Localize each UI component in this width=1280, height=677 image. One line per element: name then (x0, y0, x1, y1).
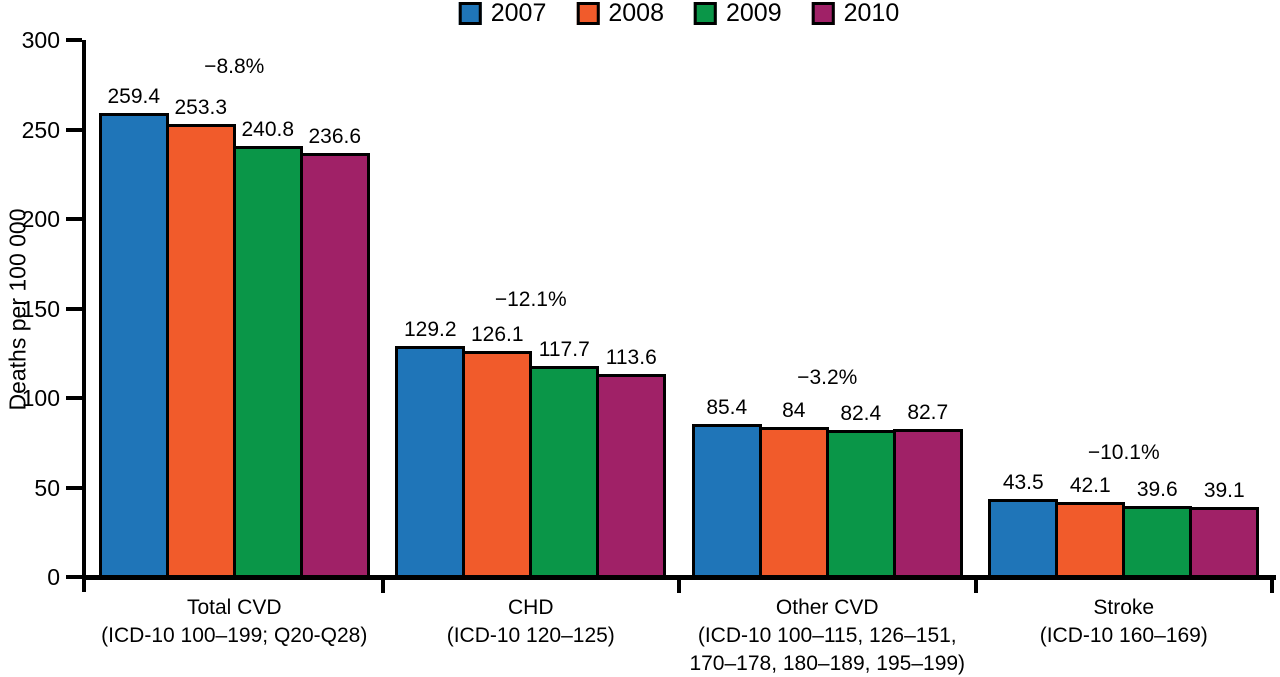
x-axis-line (82, 575, 1276, 580)
bar-2007-total-cvd (98, 112, 169, 580)
legend-label: 2007 (490, 0, 547, 27)
bar-value-label: 39.6 (1136, 478, 1178, 502)
y-tick (66, 396, 82, 400)
y-tick (66, 575, 82, 579)
y-tick (66, 38, 82, 42)
legend-item: 2010 (811, 0, 900, 27)
bar-2007-chd (395, 345, 466, 580)
bar-value-label: 117.7 (538, 338, 590, 362)
y-tick (66, 217, 82, 221)
legend-label: 2009 (726, 0, 782, 27)
y-tick (66, 127, 82, 132)
bar-2007-stroke (988, 499, 1059, 580)
y-axis-line (82, 40, 86, 592)
chart-legend: 2007 2008 2009 2010 (458, 0, 900, 27)
percent-change-label: −12.1% (494, 287, 567, 311)
legend-label: 2010 (843, 0, 900, 27)
bar-2009-total-cvd (232, 145, 303, 580)
bar-2008-other-cvd (758, 426, 829, 580)
y-tick-label: 250 (21, 116, 60, 143)
bar-value-label: 85.4 (706, 396, 748, 420)
category-label-other-cvd: Other CVD (ICD-10 100–115, 126–151, 170–17… (689, 594, 965, 677)
legend-label: 2008 (608, 0, 664, 27)
category-label-line: CHD (508, 596, 554, 619)
category-label-line: (ICD-10 120–125) (446, 624, 615, 647)
bar-2009-chd (529, 366, 600, 580)
x-tick (1270, 580, 1274, 593)
percent-change-label: −3.2% (797, 366, 858, 390)
legend-swatch-2009 (694, 2, 717, 25)
bar-2009-other-cvd (825, 429, 896, 580)
x-tick (973, 580, 978, 593)
bar-2008-chd (462, 351, 533, 580)
percent-change-label: −8.8% (204, 54, 265, 78)
legend-item: 2008 (576, 1, 664, 26)
category-label-line: Other CVD (775, 596, 879, 619)
bar-value-label: 126.1 (470, 323, 524, 347)
category-label-line: (ICD-10 100–199; Q20-Q28) (101, 624, 368, 647)
bar-value-label: 39.1 (1203, 479, 1245, 502)
y-tick-label: 50 (34, 474, 60, 501)
category-label-line: 170–178, 180–189, 195–199) (689, 652, 966, 675)
legend-item: 2009 (694, 1, 782, 26)
bar-value-label: 113.6 (605, 345, 657, 369)
category-label-chd: CHD (ICD-10 120–125) (447, 594, 615, 650)
category-label-line: Total CVD (186, 596, 282, 619)
y-tick-label: 300 (21, 27, 60, 53)
bar-2008-stroke (1055, 501, 1126, 580)
y-tick-label: 200 (21, 206, 60, 232)
bar-2010-other-cvd (892, 428, 963, 580)
y-tick-label: 100 (21, 385, 60, 411)
legend-swatch-2007 (458, 2, 482, 25)
y-tick-label: 150 (21, 295, 60, 322)
category-label-line: (ICD-10 100–115, 126–151, (697, 624, 957, 647)
bar-value-label: 236.6 (308, 125, 362, 149)
bar-value-label: 42.1 (1069, 473, 1111, 497)
y-tick-label: 0 (47, 564, 60, 590)
y-tick (66, 485, 82, 490)
x-tick (380, 580, 385, 593)
y-tick (66, 306, 82, 311)
percent-change-label: −10.1% (1087, 441, 1160, 465)
category-label-line: (ICD-10 160–169) (1039, 624, 1208, 647)
bar-value-label: 129.2 (403, 317, 457, 341)
category-label-line: Stroke (1093, 596, 1155, 619)
bar-2008-total-cvd (165, 123, 236, 580)
legend-item: 2007 (458, 0, 547, 27)
legend-swatch-2008 (576, 2, 600, 25)
bar-value-label: 82.4 (840, 401, 882, 425)
bar-2009-stroke (1122, 506, 1193, 580)
bar-value-label: 82.7 (907, 400, 949, 424)
bar-2010-total-cvd (299, 153, 370, 580)
legend-swatch-2010 (811, 2, 835, 25)
bar-value-label: 259.4 (107, 84, 161, 108)
bar-value-label: 84 (782, 398, 806, 422)
bar-2010-chd (596, 373, 667, 580)
category-label-stroke: Stroke (ICD-10 160–169) (1040, 594, 1208, 650)
bar-2007-other-cvd (691, 424, 762, 580)
bar-value-label: 240.8 (241, 117, 295, 141)
category-label-total-cvd: Total CVD (ICD-10 100–199; Q20-Q28) (101, 594, 367, 650)
x-tick (677, 580, 681, 593)
bar-2010-stroke (1189, 507, 1260, 580)
bar-value-label: 253.3 (174, 95, 228, 119)
bar-value-label: 43.5 (1002, 471, 1044, 495)
